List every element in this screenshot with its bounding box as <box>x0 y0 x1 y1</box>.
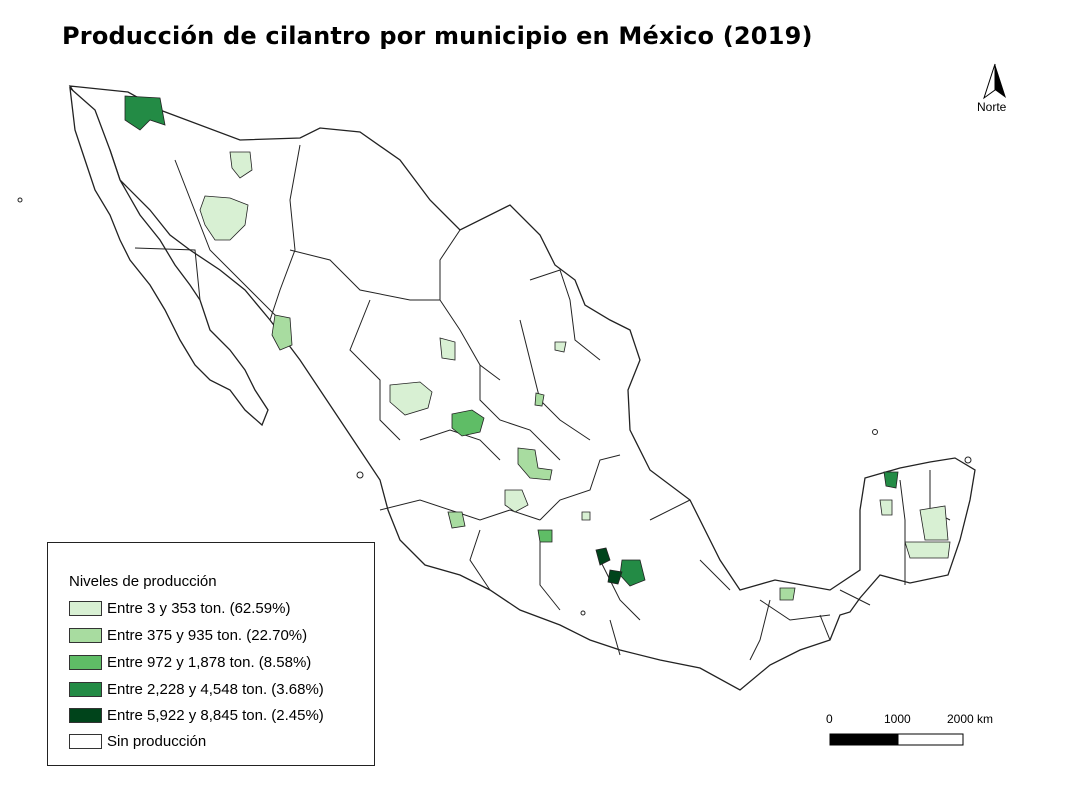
state-boundaries <box>134 144 951 661</box>
municipality-level-2 <box>517 447 553 481</box>
municipality-level-2 <box>447 511 466 529</box>
legend-item: Entre 3 y 353 ton. (62.59%) <box>69 599 290 617</box>
legend-label: Entre 375 y 935 ton. (22.70%) <box>107 626 308 644</box>
legend-swatch <box>69 654 102 670</box>
north-arrow-icon <box>983 63 1006 100</box>
municipality-level-3 <box>451 409 485 437</box>
legend-swatch <box>69 600 102 616</box>
legend-label: Entre 5,922 y 8,845 ton. (2.45%) <box>107 706 324 724</box>
baja-peninsula <box>69 86 269 427</box>
islands <box>17 197 972 616</box>
municipality-level-1 <box>554 341 567 353</box>
legend-item: Entre 2,228 y 4,548 ton. (3.68%) <box>69 680 324 698</box>
scale-bar <box>829 733 964 746</box>
municipality-level-1 <box>439 337 456 361</box>
municipality-level-2 <box>534 392 545 407</box>
scale-label: 2000 km <box>947 712 994 726</box>
legend-swatch <box>69 733 102 749</box>
legend-label: Entre 3 y 353 ton. (62.59%) <box>107 599 291 617</box>
legend: Niveles de producción Entre 3 y 353 ton.… <box>47 542 375 766</box>
municipality-level-1 <box>879 499 893 516</box>
legend-swatch <box>69 707 102 723</box>
municipality-level-4 <box>124 95 166 131</box>
legend-item: Entre 5,922 y 8,845 ton. (2.45%) <box>69 706 324 724</box>
scale-label: 1000 <box>884 712 911 726</box>
scale-label: 0 <box>826 712 833 726</box>
map-title: Producción de cilantro por municipio en … <box>62 22 813 50</box>
municipality-level-1 <box>581 511 591 521</box>
municipality-level-4 <box>883 471 899 489</box>
legend-title: Niveles de producción <box>69 573 217 590</box>
legend-swatch <box>69 627 102 643</box>
municipality-level-1 <box>199 195 249 241</box>
municipality-level-1 <box>919 505 949 541</box>
legend-label: Entre 2,228 y 4,548 ton. (3.68%) <box>107 680 324 698</box>
municipality-level-1 <box>229 151 253 179</box>
producing-municipalities <box>124 95 951 601</box>
legend-label: Entre 972 y 1,878 ton. (8.58%) <box>107 653 312 671</box>
municipality-level-3 <box>537 529 553 543</box>
legend-item: Sin producción <box>69 732 206 750</box>
municipality-level-2 <box>271 314 293 351</box>
municipality-level-1 <box>904 541 951 559</box>
municipality-level-1 <box>389 381 433 416</box>
legend-swatch <box>69 681 102 697</box>
mainland-outline <box>68 85 976 691</box>
municipality-level-2 <box>779 587 796 601</box>
legend-label: Sin producción <box>107 732 207 750</box>
municipality-level-1 <box>504 489 529 513</box>
north-label: Norte <box>977 100 1007 114</box>
municipality-cluster-dark <box>607 569 623 585</box>
municipality-cluster-dark <box>595 547 611 566</box>
legend-item: Entre 972 y 1,878 ton. (8.58%) <box>69 653 311 671</box>
legend-item: Entre 375 y 935 ton. (22.70%) <box>69 626 307 644</box>
